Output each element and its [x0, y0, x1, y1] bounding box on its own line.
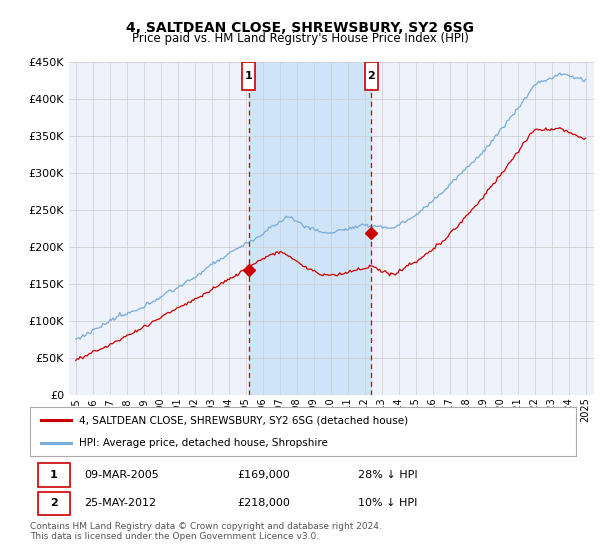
Text: £169,000: £169,000 [238, 470, 290, 480]
FancyBboxPatch shape [242, 62, 256, 91]
Text: 10% ↓ HPI: 10% ↓ HPI [358, 498, 417, 508]
Text: 2: 2 [50, 498, 58, 508]
Text: 4, SALTDEAN CLOSE, SHREWSBURY, SY2 6SG (detached house): 4, SALTDEAN CLOSE, SHREWSBURY, SY2 6SG (… [79, 416, 408, 426]
Text: 4, SALTDEAN CLOSE, SHREWSBURY, SY2 6SG: 4, SALTDEAN CLOSE, SHREWSBURY, SY2 6SG [126, 21, 474, 35]
Text: 25-MAY-2012: 25-MAY-2012 [85, 498, 157, 508]
Text: 2: 2 [368, 72, 376, 81]
Text: Price paid vs. HM Land Registry's House Price Index (HPI): Price paid vs. HM Land Registry's House … [131, 32, 469, 45]
FancyBboxPatch shape [365, 62, 378, 91]
Text: Contains HM Land Registry data © Crown copyright and database right 2024.
This d: Contains HM Land Registry data © Crown c… [30, 522, 382, 542]
Text: 1: 1 [50, 470, 58, 480]
Text: 09-MAR-2005: 09-MAR-2005 [85, 470, 160, 480]
Text: 1: 1 [245, 72, 253, 81]
Text: 28% ↓ HPI: 28% ↓ HPI [358, 470, 417, 480]
Text: HPI: Average price, detached house, Shropshire: HPI: Average price, detached house, Shro… [79, 438, 328, 448]
FancyBboxPatch shape [38, 463, 70, 487]
Text: £218,000: £218,000 [238, 498, 290, 508]
FancyBboxPatch shape [38, 492, 70, 515]
Bar [249, 62, 371, 395]
